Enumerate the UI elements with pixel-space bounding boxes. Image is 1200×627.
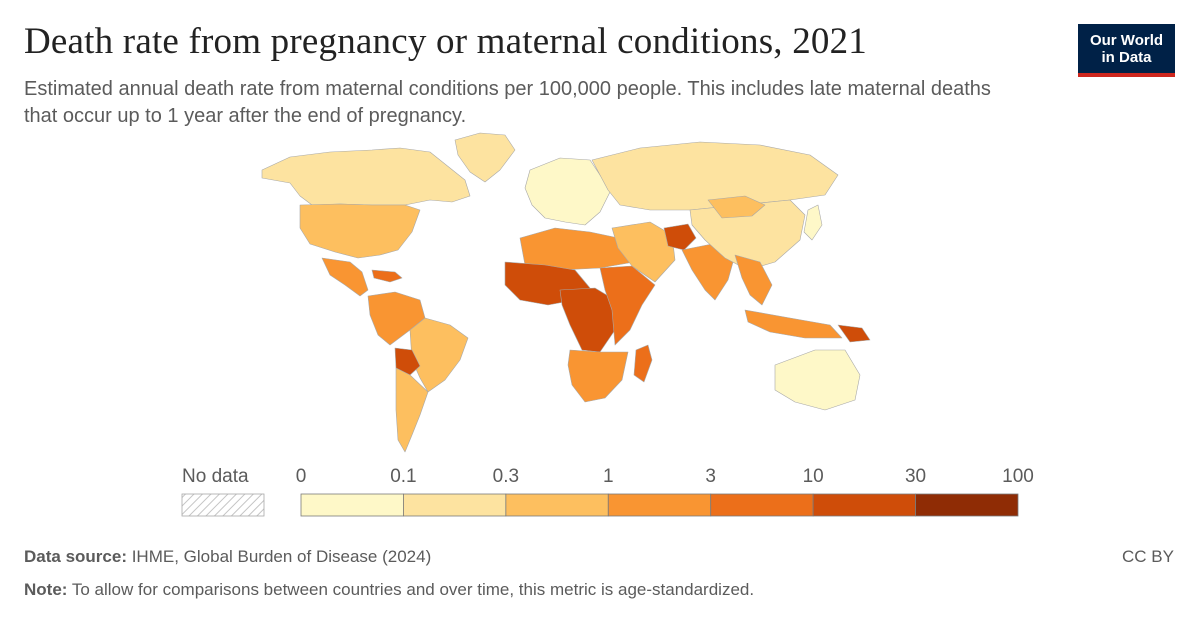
map-region-bolivia[interactable] xyxy=(394,347,421,376)
map-region-central-africa[interactable] xyxy=(559,287,616,353)
map-region-united-states[interactable] xyxy=(299,203,421,259)
map-region-madagascar[interactable] xyxy=(633,344,653,383)
map-region-middle-east[interactable] xyxy=(611,221,676,283)
no-data-swatch xyxy=(181,493,265,517)
map-region-russia[interactable] xyxy=(591,141,839,211)
map-region-indonesia[interactable] xyxy=(744,309,843,339)
legend-tick-label: 0 xyxy=(295,466,307,487)
map-region-papua-new-guinea[interactable] xyxy=(837,324,871,343)
no-data-label: No data xyxy=(182,466,249,487)
legend-bin-4[interactable] xyxy=(710,493,814,517)
owid-logo[interactable]: Our World in Data xyxy=(1078,24,1175,77)
legend-tick-label: 0.3 xyxy=(492,466,520,487)
map-region-central-america[interactable] xyxy=(321,257,369,297)
logo-line-1: Our World xyxy=(1089,32,1164,49)
legend-bin-0[interactable] xyxy=(300,493,404,517)
map-region-japan[interactable] xyxy=(803,204,823,241)
map-region-brazil[interactable] xyxy=(409,317,469,393)
note-label: Note: xyxy=(24,580,68,599)
chart-title: Death rate from pregnancy or maternal co… xyxy=(24,21,868,62)
map-region-east-africa[interactable] xyxy=(599,265,656,346)
chart-subtitle: Estimated annual death rate from materna… xyxy=(24,78,991,127)
map-region-southern-cone[interactable] xyxy=(395,367,429,453)
map-region-australia[interactable] xyxy=(774,349,861,411)
map-region-afghanistan[interactable] xyxy=(663,223,697,251)
world-map[interactable] xyxy=(0,128,1200,458)
map-region-southeast-asia[interactable] xyxy=(734,254,773,306)
data-source[interactable]: Data source: IHME, Global Burden of Dise… xyxy=(24,547,431,567)
map-region-southern-africa[interactable] xyxy=(567,349,629,403)
legend-bin-2[interactable] xyxy=(505,493,609,517)
legend-bin-1[interactable] xyxy=(403,493,507,517)
map-region-north-america[interactable] xyxy=(261,147,471,206)
map-region-caribbean[interactable] xyxy=(371,269,403,283)
map-region-europe[interactable] xyxy=(524,157,613,226)
chart-note: Note: To allow for comparisons between c… xyxy=(24,580,754,600)
legend-tick-label: 100 xyxy=(1002,466,1034,487)
note-text: To allow for comparisons between countri… xyxy=(67,580,755,599)
map-region-china[interactable] xyxy=(689,199,806,271)
source-label: Data source: xyxy=(24,547,127,566)
legend-tick-label: 0.1 xyxy=(390,466,417,487)
legend-bin-3[interactable] xyxy=(607,493,712,517)
legend-tick-label: 3 xyxy=(705,466,716,487)
logo-line-2: in Data xyxy=(1101,49,1152,66)
legend-bin-6[interactable] xyxy=(915,493,1019,517)
source-text[interactable]: IHME, Global Burden of Disease (2024) xyxy=(126,547,432,566)
map-region-greenland[interactable] xyxy=(454,132,516,183)
legend-tick-label: 10 xyxy=(802,466,824,487)
legend-bin-5[interactable] xyxy=(812,493,916,517)
legend-tick-label: 1 xyxy=(602,466,614,487)
license-link[interactable]: CC BY xyxy=(1122,547,1174,566)
legend-tick-label: 30 xyxy=(904,466,927,487)
map-region-mongolia[interactable] xyxy=(707,195,766,219)
